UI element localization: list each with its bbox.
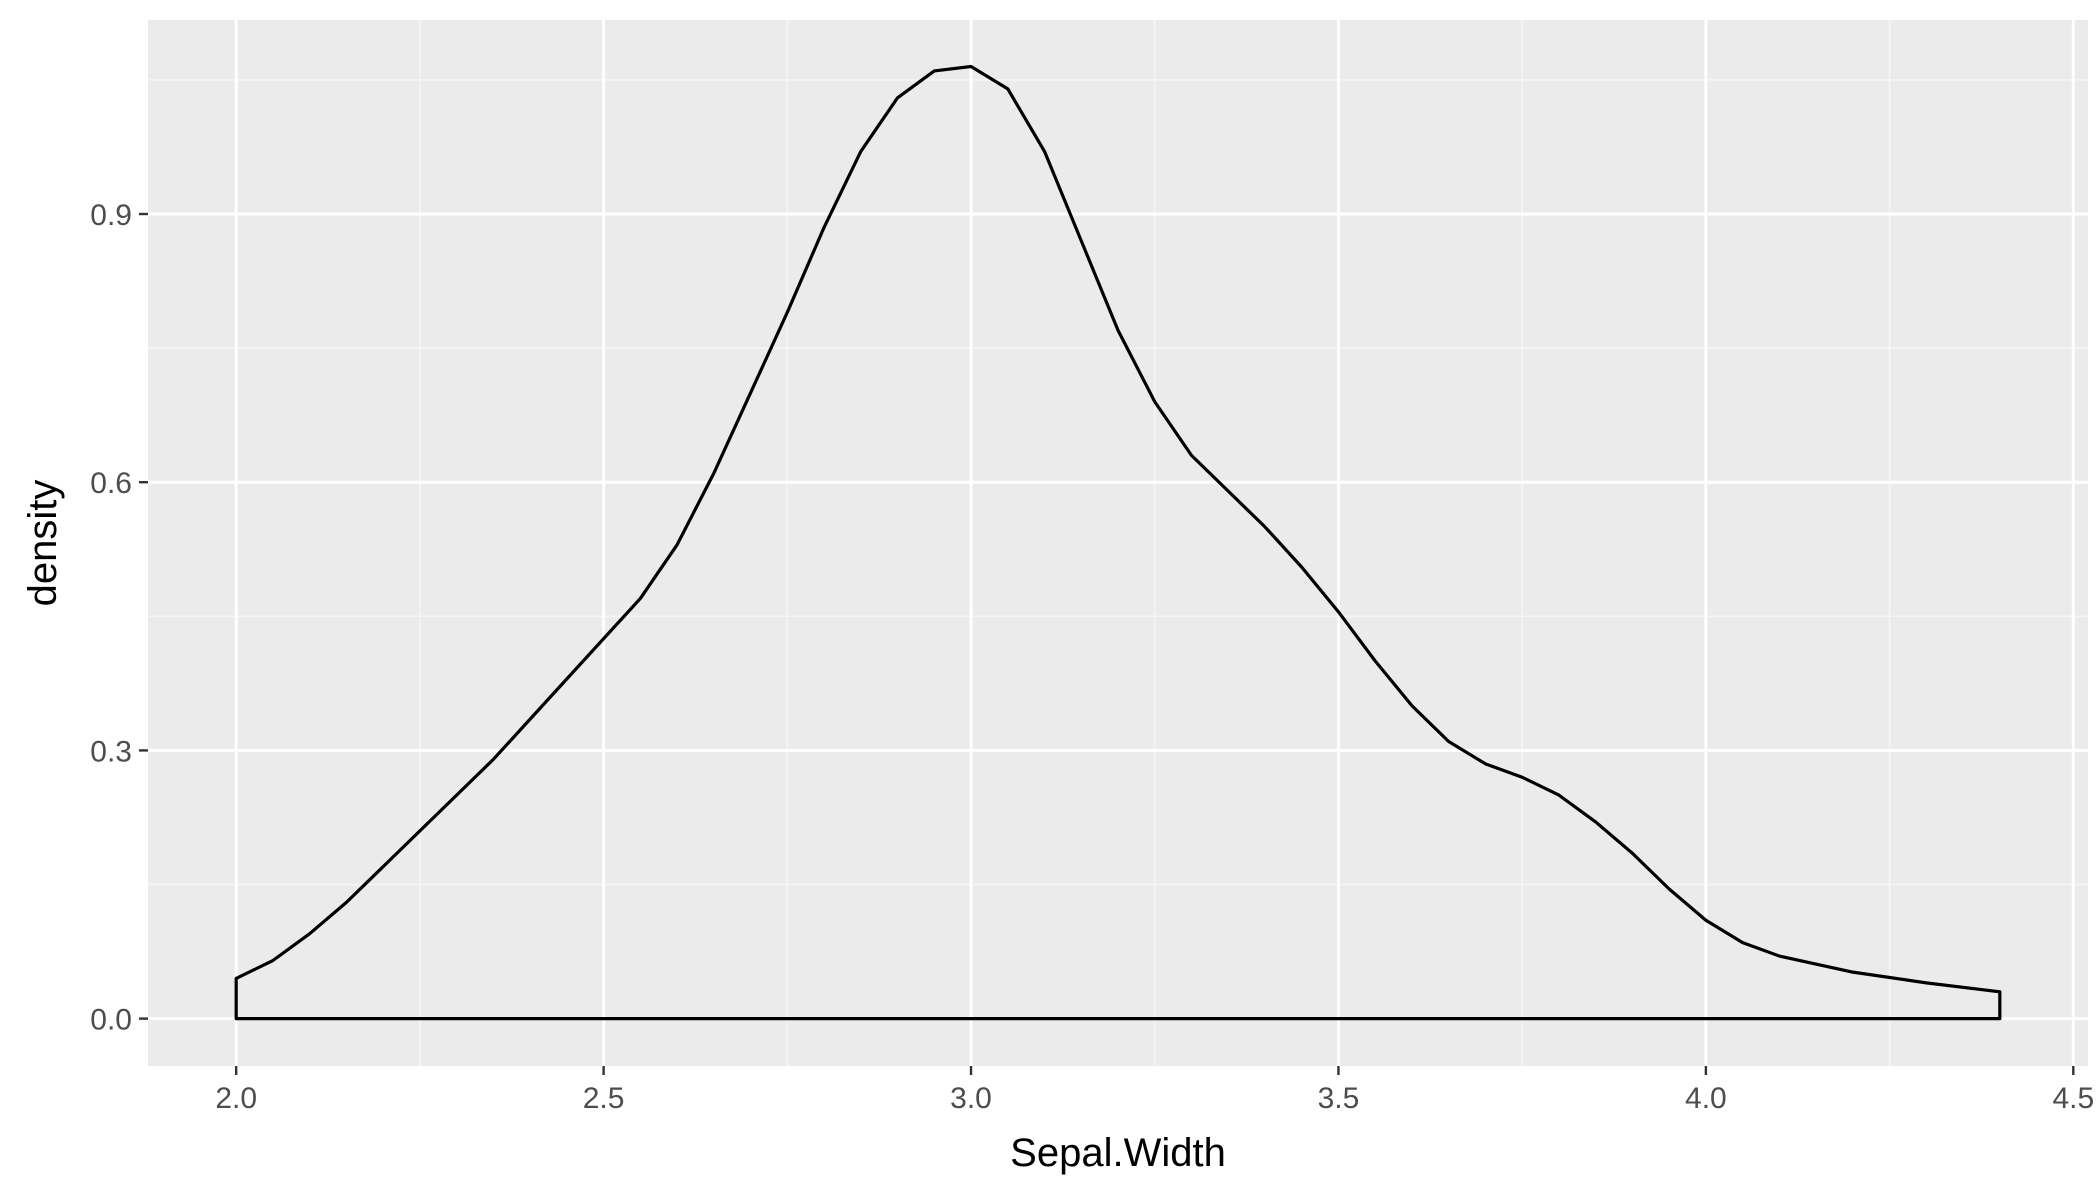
y-tick-label: 0.0: [90, 1004, 132, 1037]
minor-grid: [148, 20, 2088, 1066]
y-axis-title: density: [21, 480, 65, 607]
x-axis-title: Sepal.Width: [1010, 1131, 1226, 1175]
x-tick-label: 2.5: [583, 1082, 625, 1115]
y-tick-label: 0.3: [90, 735, 132, 768]
major-grid: [148, 20, 2088, 1066]
panel-background: [148, 20, 2088, 1066]
density-curve: [234, 64, 2002, 1021]
x-tick-label: 3.5: [1318, 1082, 1360, 1115]
x-tick-label: 2.0: [215, 1082, 257, 1115]
y-tick-label: 0.9: [90, 199, 132, 232]
y-axis: 0.0 0.3 0.6 0.9: [90, 199, 148, 1037]
x-tick-label: 3.0: [950, 1082, 992, 1115]
y-tick-label: 0.6: [90, 467, 132, 500]
x-tick-label: 4.0: [1685, 1082, 1727, 1115]
x-axis: 2.0 2.5 3.0 3.5 4.0 4.5: [215, 1066, 2094, 1115]
x-tick-label: 4.5: [2052, 1082, 2094, 1115]
